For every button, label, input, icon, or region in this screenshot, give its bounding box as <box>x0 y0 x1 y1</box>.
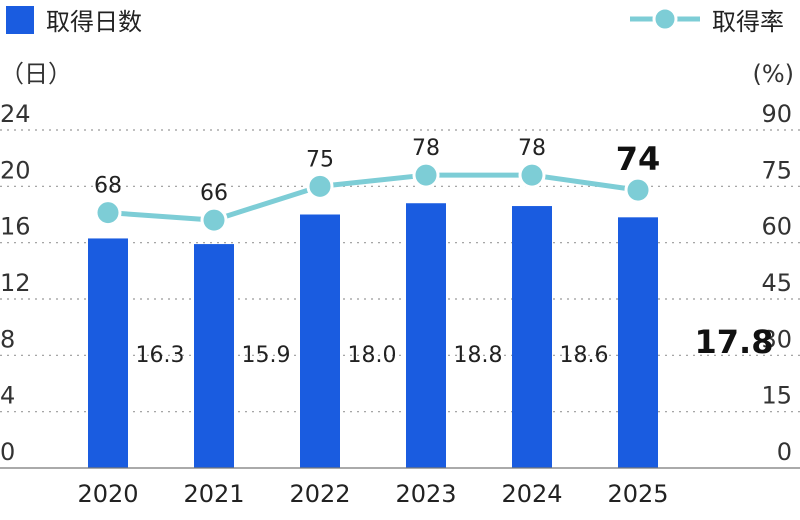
legend: 取得日数 取得率 <box>6 6 784 36</box>
left-tick-label: 16 <box>0 213 31 241</box>
left-tick-label: 4 <box>0 382 15 410</box>
x-tick-label: 2022 <box>289 480 350 508</box>
bar-value-label: 18.0 <box>348 343 397 368</box>
right-tick-label: 15 <box>761 382 792 410</box>
right-tick-label: 45 <box>761 269 792 297</box>
bar-2020 <box>88 238 128 468</box>
legend-line-label: 取得率 <box>712 8 784 36</box>
x-tick-label: 2021 <box>183 480 244 508</box>
rate-value-label: 68 <box>94 174 122 199</box>
bar-2025 <box>618 217 658 468</box>
gridlines <box>0 129 800 413</box>
right-tick-label: 60 <box>761 213 792 241</box>
bar-2022 <box>300 214 340 468</box>
left-tick-label: 20 <box>0 156 31 184</box>
rate-point <box>94 199 122 227</box>
rate-point <box>200 206 228 234</box>
legend-line-marker <box>652 6 678 32</box>
right-tick-label: 0 <box>777 438 792 466</box>
right-tick-label: 30 <box>761 325 792 353</box>
legend-bar-label: 取得日数 <box>46 8 142 36</box>
rate-line-path <box>107 172 639 223</box>
rate-point <box>624 176 652 204</box>
bar-labels: 16.3 15.9 18.0 18.8 18.6 17.8 <box>136 323 774 368</box>
left-axis-unit: （日） <box>0 60 72 88</box>
bar-value-label: 17.8 <box>695 323 774 361</box>
x-axis-labels: 2020 2021 2022 2023 2024 2025 <box>77 480 668 508</box>
left-tick-label: 24 <box>0 100 31 128</box>
left-tick-label: 8 <box>0 325 15 353</box>
left-tick-label: 12 <box>0 269 31 297</box>
axis-ticks: 24 90 20 75 16 60 12 45 8 30 4 15 0 0 <box>0 100 792 466</box>
bar-value-label: 15.9 <box>242 343 291 368</box>
bar-value-label: 18.8 <box>454 343 503 368</box>
x-tick-label: 2023 <box>395 480 456 508</box>
bars <box>88 203 658 469</box>
left-tick-label: 0 <box>0 438 15 466</box>
right-tick-label: 90 <box>761 100 792 128</box>
rate-value-label: 66 <box>200 181 228 206</box>
x-tick-label: 2025 <box>607 480 668 508</box>
rate-value-label: 78 <box>518 136 546 161</box>
rate-line: 68 66 75 78 78 74 <box>94 136 661 234</box>
legend-bar-swatch <box>6 6 34 34</box>
bar-2021 <box>194 244 234 468</box>
right-axis-unit: (%) <box>752 60 794 88</box>
x-tick-label: 2020 <box>77 480 138 508</box>
rate-value-label: 75 <box>306 147 334 172</box>
rate-point <box>518 161 546 189</box>
bar-value-label: 16.3 <box>136 343 185 368</box>
bar-value-label: 18.6 <box>560 343 609 368</box>
rate-value-label: 74 <box>616 140 661 178</box>
rate-point <box>412 161 440 189</box>
right-tick-label: 75 <box>761 156 792 184</box>
bar-2024 <box>512 206 552 469</box>
rate-value-label: 78 <box>412 136 440 161</box>
rate-point <box>306 172 334 200</box>
x-tick-label: 2024 <box>501 480 562 508</box>
bar-2023 <box>406 203 446 468</box>
